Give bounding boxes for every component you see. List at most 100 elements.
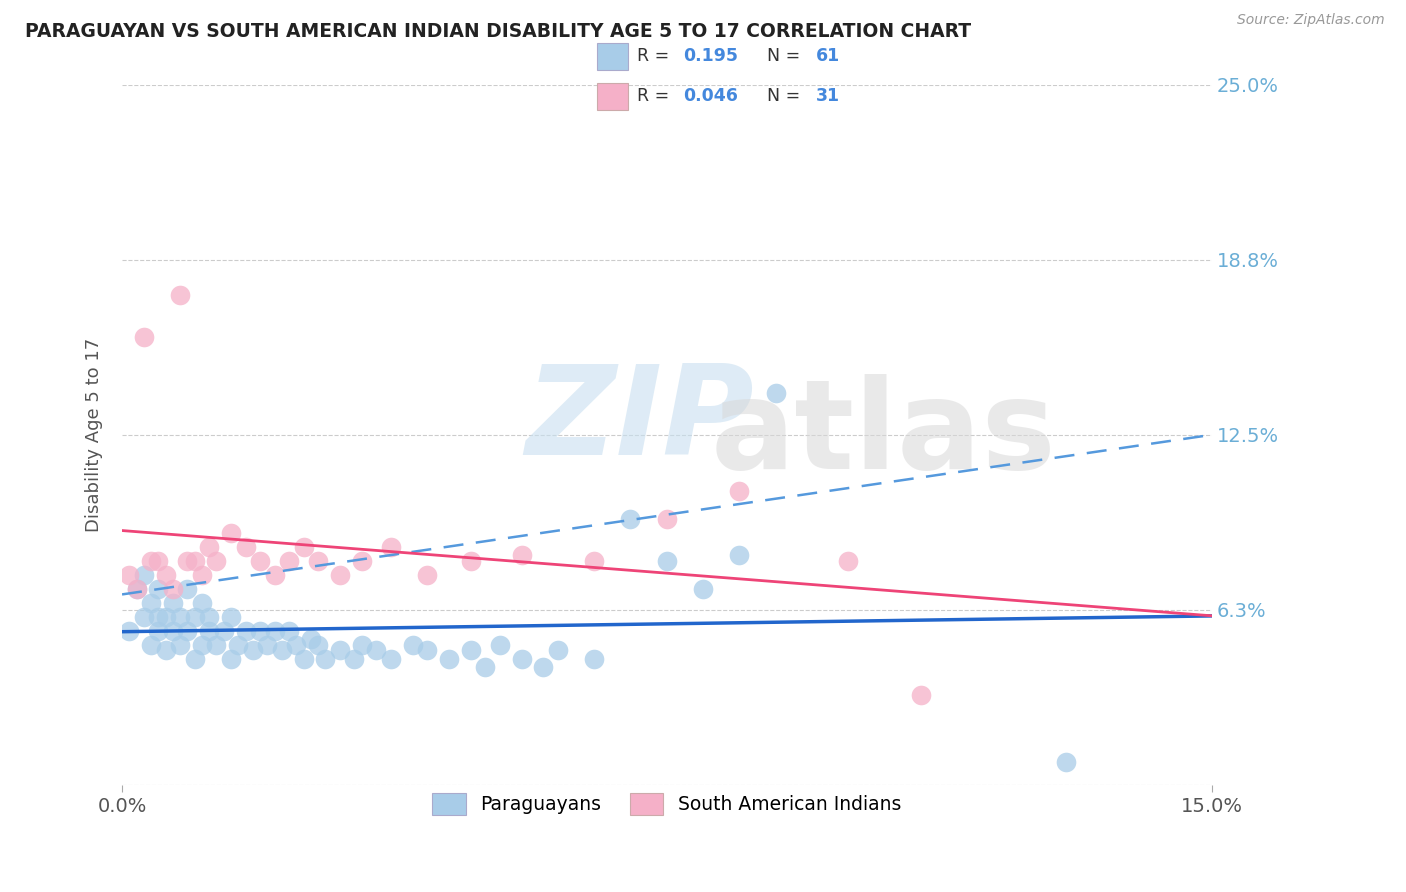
Point	[329, 643, 352, 657]
Point	[169, 288, 191, 302]
Point	[655, 512, 678, 526]
Point	[148, 624, 170, 638]
Text: R =: R =	[637, 87, 675, 105]
Point	[510, 548, 533, 562]
Point	[314, 652, 336, 666]
Point	[205, 554, 228, 568]
Point	[292, 652, 315, 666]
Point	[132, 609, 155, 624]
FancyBboxPatch shape	[596, 43, 627, 70]
Point	[162, 582, 184, 596]
Point	[118, 567, 141, 582]
Point	[148, 609, 170, 624]
Text: N =: N =	[766, 47, 806, 65]
Point	[460, 554, 482, 568]
Point	[350, 638, 373, 652]
Point	[169, 638, 191, 652]
Point	[235, 540, 257, 554]
Point	[366, 643, 388, 657]
Point	[155, 609, 177, 624]
Text: PARAGUAYAN VS SOUTH AMERICAN INDIAN DISABILITY AGE 5 TO 17 CORRELATION CHART: PARAGUAYAN VS SOUTH AMERICAN INDIAN DISA…	[25, 22, 972, 41]
Point	[125, 582, 148, 596]
Point	[219, 652, 242, 666]
Point	[139, 596, 162, 610]
Text: atlas: atlas	[710, 375, 1056, 495]
Point	[155, 567, 177, 582]
Point	[212, 624, 235, 638]
Point	[655, 554, 678, 568]
Point	[155, 643, 177, 657]
Text: 61: 61	[817, 47, 841, 65]
Point	[380, 652, 402, 666]
Point	[278, 554, 301, 568]
Point	[219, 525, 242, 540]
Point	[205, 638, 228, 652]
Y-axis label: Disability Age 5 to 17: Disability Age 5 to 17	[86, 338, 103, 532]
Legend: Paraguayans, South American Indians: Paraguayans, South American Indians	[422, 784, 911, 824]
Point	[437, 652, 460, 666]
Point	[488, 638, 510, 652]
Point	[183, 554, 205, 568]
Point	[176, 554, 198, 568]
Point	[583, 652, 606, 666]
Point	[176, 624, 198, 638]
Point	[728, 483, 751, 498]
Point	[219, 609, 242, 624]
Point	[176, 582, 198, 596]
Point	[416, 567, 439, 582]
Point	[531, 660, 554, 674]
Point	[191, 567, 214, 582]
Point	[307, 554, 329, 568]
Point	[343, 652, 366, 666]
Point	[510, 652, 533, 666]
Point	[416, 643, 439, 657]
Point	[728, 548, 751, 562]
Point	[139, 554, 162, 568]
Point	[278, 624, 301, 638]
Point	[235, 624, 257, 638]
Point	[162, 596, 184, 610]
Point	[765, 385, 787, 400]
Point	[242, 643, 264, 657]
FancyBboxPatch shape	[596, 83, 627, 110]
Point	[401, 638, 423, 652]
Point	[183, 652, 205, 666]
Point	[169, 609, 191, 624]
Point	[270, 643, 292, 657]
Point	[583, 554, 606, 568]
Point	[198, 609, 221, 624]
Point	[350, 554, 373, 568]
Text: 31: 31	[817, 87, 841, 105]
Point	[474, 660, 496, 674]
Point	[263, 624, 285, 638]
Point	[249, 624, 271, 638]
Point	[226, 638, 249, 652]
Point	[307, 638, 329, 652]
Text: R =: R =	[637, 47, 675, 65]
Point	[198, 624, 221, 638]
Point	[910, 688, 932, 702]
Text: 0.046: 0.046	[683, 87, 738, 105]
Text: Source: ZipAtlas.com: Source: ZipAtlas.com	[1237, 13, 1385, 28]
Point	[148, 554, 170, 568]
Point	[256, 638, 278, 652]
Point	[329, 567, 352, 582]
Point	[139, 638, 162, 652]
Point	[837, 554, 859, 568]
Point	[285, 638, 308, 652]
Text: ZIP: ZIP	[526, 360, 754, 482]
Point	[249, 554, 271, 568]
Point	[299, 632, 322, 647]
Point	[547, 643, 569, 657]
Point	[118, 624, 141, 638]
Point	[132, 330, 155, 344]
Point	[692, 582, 714, 596]
Point	[148, 582, 170, 596]
Text: N =: N =	[766, 87, 806, 105]
Point	[162, 624, 184, 638]
Point	[292, 540, 315, 554]
Point	[198, 540, 221, 554]
Point	[183, 609, 205, 624]
Text: 0.195: 0.195	[683, 47, 738, 65]
Point	[125, 582, 148, 596]
